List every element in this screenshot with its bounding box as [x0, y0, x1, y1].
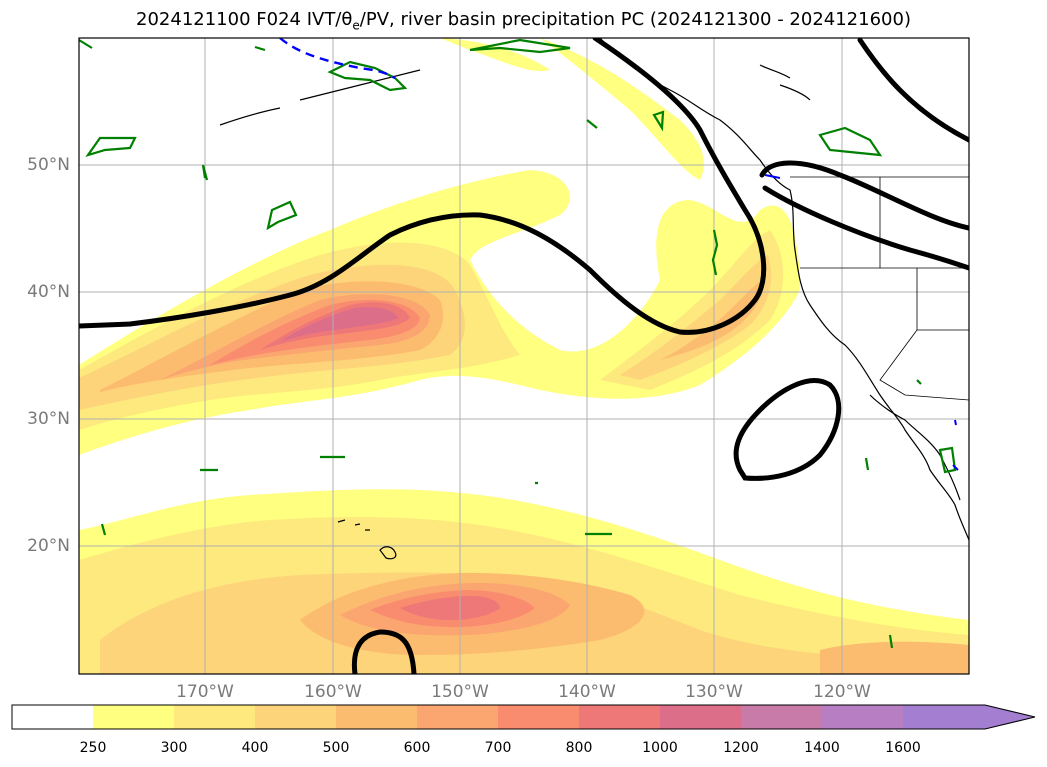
colorbar [11, 704, 1036, 730]
map-panel [79, 38, 969, 674]
pv-contours [79, 38, 957, 649]
coastlines [219, 38, 969, 560]
map-frame [78, 37, 970, 675]
ivt-shading-north [79, 38, 800, 455]
lon-label: 150°W [431, 682, 489, 702]
colorbar-tick: 1200 [723, 740, 759, 756]
lon-label: 120°W [813, 682, 871, 702]
colorbar-tick: 1000 [642, 740, 678, 756]
colorbar-tick: 250 [79, 740, 107, 756]
figure-title: 2024121100 F024 IVT/θe/PV, river basin p… [136, 9, 911, 33]
colorbar-tick: 300 [160, 740, 188, 756]
lat-label: 30°N [27, 409, 70, 429]
lat-label: 50°N [27, 155, 70, 175]
lon-label: 140°W [558, 682, 616, 702]
colorbar-tick: 1600 [885, 740, 921, 756]
ivt-shading-south [79, 489, 969, 674]
theta-e-contours [79, 38, 969, 674]
lon-label: 170°W [176, 682, 234, 702]
lon-label: 130°W [685, 682, 743, 702]
blue-marks [764, 174, 959, 471]
colorbar-tick: 400 [241, 740, 269, 756]
colorbar-tick: 800 [565, 740, 593, 756]
colorbar-tick: 600 [403, 740, 431, 756]
gridlines [79, 38, 969, 674]
dashed-contour [279, 38, 396, 80]
colorbar-tick: 1400 [804, 740, 840, 756]
lat-label: 20°N [27, 536, 70, 556]
lat-label: 40°N [27, 282, 70, 302]
colorbar-tick: 700 [484, 740, 512, 756]
lon-label: 160°W [304, 682, 362, 702]
colorbar-tick: 500 [322, 740, 350, 756]
